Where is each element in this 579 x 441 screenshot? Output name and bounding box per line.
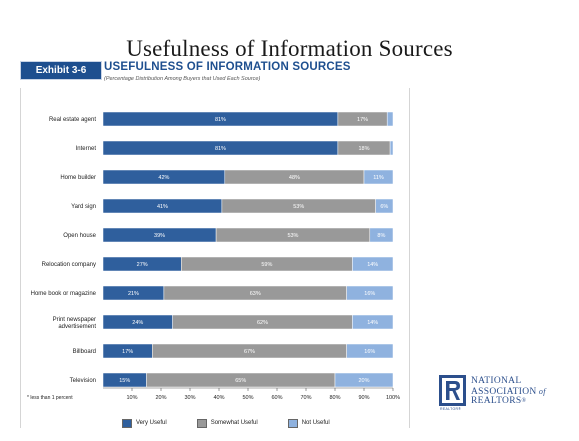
legend-swatch-not-useful xyxy=(287,418,298,428)
bar-not-useful-print-newspaper-advertisement xyxy=(352,314,394,330)
legend-label-very-useful: Very Useful xyxy=(136,420,167,426)
data-label-somewhat-useful-television: 65% xyxy=(235,378,246,384)
bar-not-useful-yard-sign xyxy=(375,198,394,214)
bar-not-useful-relocation-company xyxy=(352,256,394,272)
data-label-not-useful-billboard: 16% xyxy=(364,349,375,355)
x-tick-label-10: 10% xyxy=(126,395,137,401)
data-label-somewhat-useful-internet: 18% xyxy=(358,146,369,152)
data-label-not-useful-television: 20% xyxy=(358,378,369,384)
x-tick-label-50: 50% xyxy=(242,395,253,401)
data-label-somewhat-useful-open-house: 53% xyxy=(287,233,298,239)
x-tick-label-40: 40% xyxy=(213,395,224,401)
data-label-very-useful-home-book-or-magazine: 21% xyxy=(128,291,139,297)
data-label-not-useful-open-house: 8% xyxy=(377,233,385,239)
legend-swatch-very-useful xyxy=(122,418,132,428)
x-tick-label-80: 80% xyxy=(329,395,340,401)
bar-not-useful-real-estate-agent xyxy=(386,111,394,127)
category-label-yard-sign: Yard sign xyxy=(71,204,96,210)
data-label-somewhat-useful-home-builder: 48% xyxy=(289,175,300,181)
legend-swatch-somewhat-useful xyxy=(196,418,207,428)
data-label-somewhat-useful-print-newspaper-advertisement: 62% xyxy=(257,320,268,326)
category-label-open-house: Open house xyxy=(63,233,96,239)
legend-item-very-useful: Very Useful xyxy=(122,418,167,428)
chart-heading: USEFULNESS OF INFORMATION SOURCES xyxy=(104,61,351,73)
chart-legend: Very Useful Somewhat Useful Not Useful xyxy=(122,418,330,428)
data-label-not-useful-print-newspaper-advertisement: 14% xyxy=(367,320,378,326)
chart-frame: Real estate agent 81% 17% Internet 81% 18% Hom… xyxy=(20,88,410,428)
realtor-r-icon xyxy=(439,375,466,406)
data-label-very-useful-billboard: 17% xyxy=(122,349,133,355)
data-label-not-useful-home-book-or-magazine: 16% xyxy=(364,291,375,297)
data-label-not-useful-relocation-company: 14% xyxy=(367,262,378,268)
data-label-somewhat-useful-yard-sign: 53% xyxy=(293,204,304,210)
nar-logo: NATIONAL ASSOCIATION of REALTORS® REALTO… xyxy=(439,375,549,415)
x-tick-label-20: 20% xyxy=(155,395,166,401)
category-label-real-estate-agent: Real estate agent xyxy=(49,117,96,123)
bar-not-useful-internet xyxy=(389,140,394,156)
legend-label-not-useful: Not Useful xyxy=(301,420,330,426)
footnote: * less than 1 percent xyxy=(27,395,73,401)
legend-item-somewhat-useful: Somewhat Useful xyxy=(196,418,258,428)
data-label-very-useful-relocation-company: 27% xyxy=(137,262,148,268)
data-label-not-useful-yard-sign: 6% xyxy=(380,204,388,210)
bar-not-useful-home-builder xyxy=(363,169,394,185)
x-tick-label-70: 70% xyxy=(300,395,311,401)
slide-title: Usefulness of Information Sources xyxy=(126,36,453,61)
stacked-bar-chart: Real estate agent 81% 17% Internet 81% 18% Hom… xyxy=(27,111,400,401)
x-tick-label-90: 90% xyxy=(358,395,369,401)
exhibit-tag: Exhibit 3-6 xyxy=(20,61,102,80)
bar-not-useful-television xyxy=(334,372,394,388)
bar-not-useful-open-house xyxy=(369,227,394,243)
data-label-somewhat-useful-home-book-or-magazine: 63% xyxy=(250,291,261,297)
category-label-print-newspaper-advertisement: Print newspaper xyxy=(53,317,96,323)
data-label-very-useful-real-estate-agent: 81% xyxy=(215,117,226,123)
nar-wordmark-line2: ASSOCIATION xyxy=(471,386,537,397)
category-label-home-builder: Home builder xyxy=(60,175,96,181)
category-label-print-newspaper-advertisement-line2: advertisement xyxy=(58,324,96,330)
data-label-not-useful-home-builder: 11% xyxy=(373,175,384,181)
data-label-very-useful-open-house: 39% xyxy=(154,233,165,239)
x-tick-label-60: 60% xyxy=(271,395,282,401)
data-label-very-useful-yard-sign: 41% xyxy=(157,204,168,210)
bar-not-useful-billboard xyxy=(346,343,394,359)
category-label-home-book-or-magazine: Home book or magazine xyxy=(31,291,97,297)
data-label-somewhat-useful-billboard: 67% xyxy=(244,349,255,355)
x-tick-label-100: 100% xyxy=(386,395,400,401)
legend-item-not-useful: Not Useful xyxy=(287,418,330,428)
category-label-relocation-company: Relocation company xyxy=(42,262,96,268)
nar-wordmark-line1: NATIONAL xyxy=(471,376,522,386)
nar-wordmark: NATIONAL ASSOCIATION of REALTORS® xyxy=(471,376,546,407)
x-tick-label-30: 30% xyxy=(184,395,195,401)
category-label-billboard: Billboard xyxy=(73,349,96,355)
data-label-very-useful-internet: 81% xyxy=(215,146,226,152)
data-label-somewhat-useful-real-estate-agent: 17% xyxy=(357,117,368,123)
data-label-very-useful-print-newspaper-advertisement: 24% xyxy=(132,320,143,326)
category-label-television: Television xyxy=(70,378,96,384)
nar-wordmark-line2-suffix: of xyxy=(538,386,546,396)
chart-subheading: (Percentage Distribution Among Buyers th… xyxy=(104,76,261,82)
nar-wordmark-line3-suffix: ® xyxy=(521,398,527,404)
data-label-somewhat-useful-relocation-company: 59% xyxy=(261,262,272,268)
category-label-internet: Internet xyxy=(76,146,97,152)
realtor-mark-label: REALTOR® xyxy=(440,407,462,411)
nar-wordmark-line3: REALTORS xyxy=(471,396,522,406)
data-label-very-useful-television: 15% xyxy=(119,378,130,384)
bar-not-useful-home-book-or-magazine xyxy=(346,285,394,301)
data-label-very-useful-home-builder: 42% xyxy=(158,175,169,181)
legend-label-somewhat-useful: Somewhat Useful xyxy=(210,420,258,426)
